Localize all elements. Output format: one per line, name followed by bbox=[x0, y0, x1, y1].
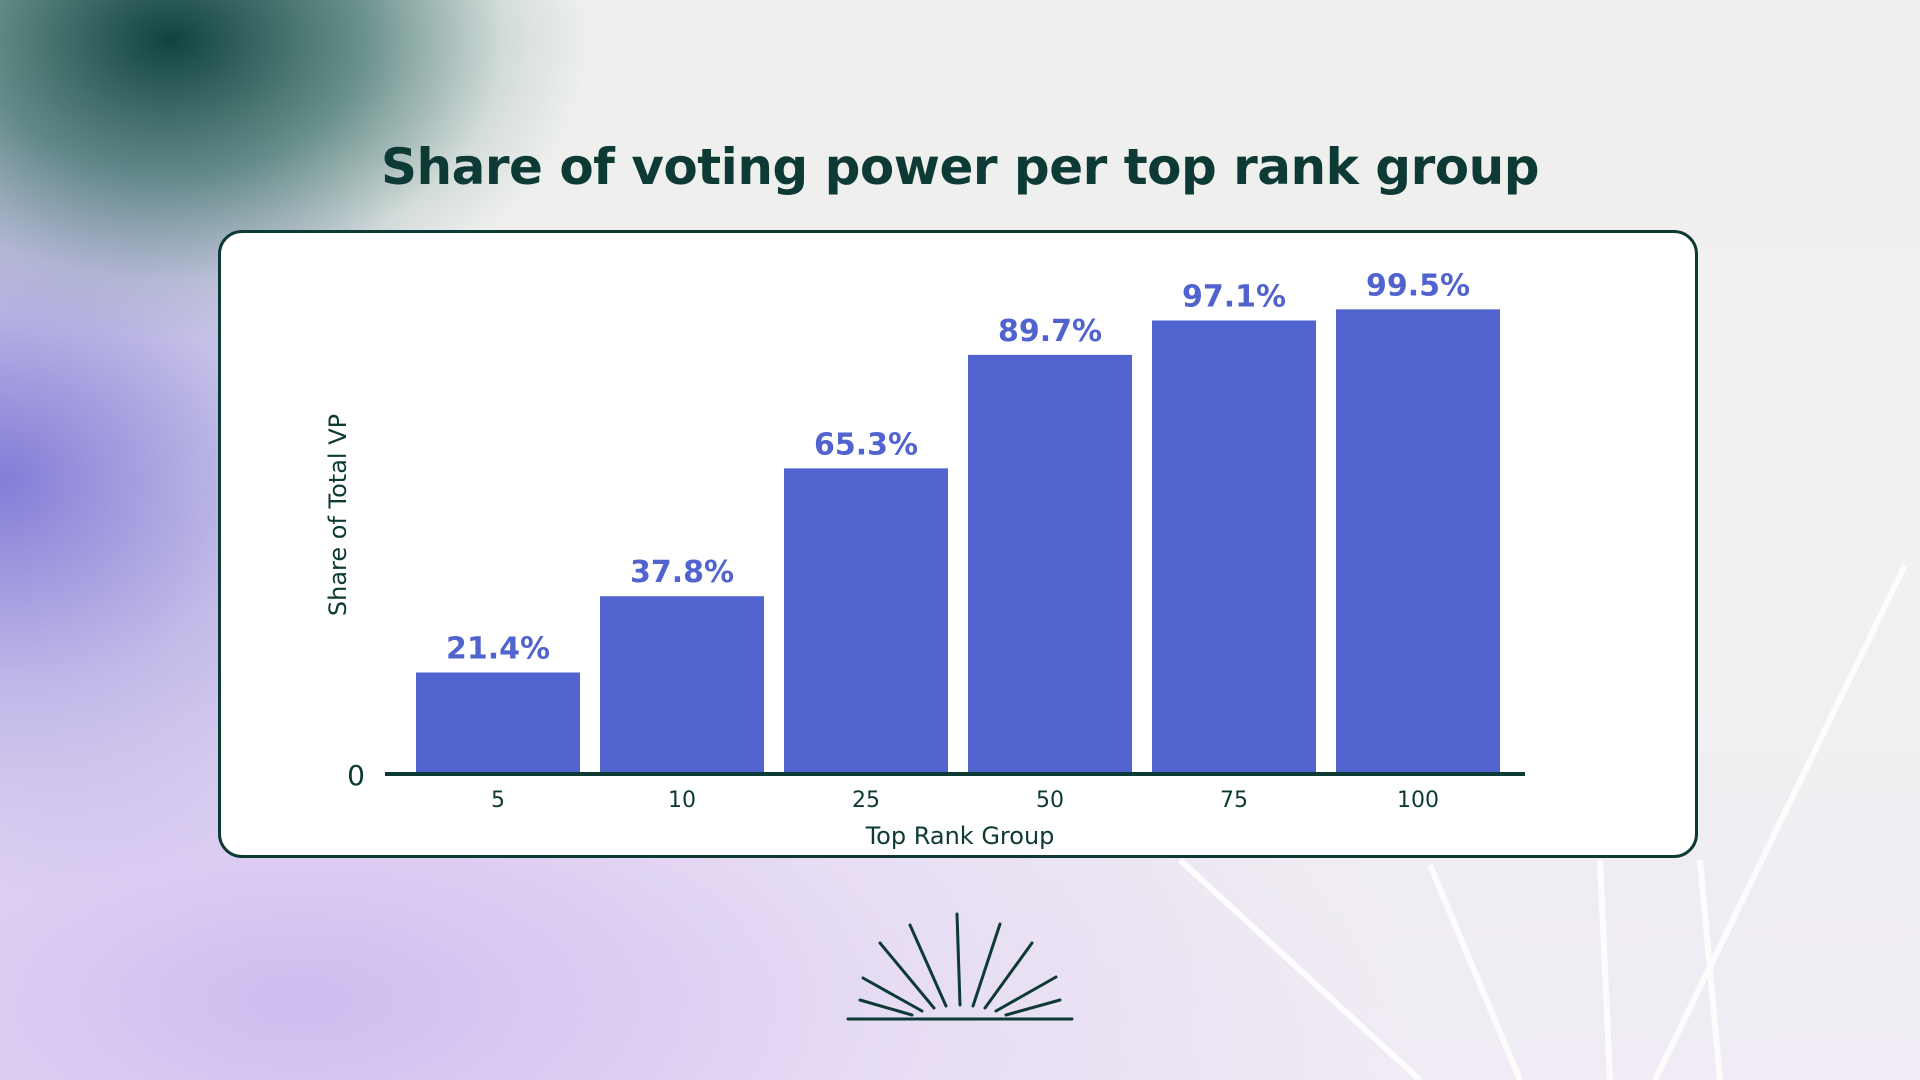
bar-10 bbox=[600, 596, 764, 772]
x-axis-label: Top Rank Group bbox=[865, 822, 1055, 850]
data-label-75: 97.1% bbox=[1182, 279, 1286, 314]
x-tick-label-10: 10 bbox=[668, 788, 696, 813]
data-label-5: 21.4% bbox=[446, 631, 550, 666]
page-title: Share of voting power per top rank group bbox=[381, 138, 1539, 196]
bar-5 bbox=[416, 672, 580, 772]
bar-25 bbox=[784, 468, 948, 772]
data-label-100: 99.5% bbox=[1366, 268, 1470, 303]
x-tick-label-75: 75 bbox=[1220, 788, 1248, 813]
y-axis-label: Share of Total VP bbox=[324, 414, 352, 616]
data-label-50: 89.7% bbox=[998, 314, 1102, 349]
bar-50 bbox=[968, 354, 1132, 772]
x-tick-label-25: 25 bbox=[852, 788, 880, 813]
data-label-25: 65.3% bbox=[814, 427, 918, 462]
y-tick-label: 0 bbox=[347, 759, 365, 792]
bars-group: 21.4% 5 37.8% 10 65.3% 25 89.7% 50 97.1% 75 99.5% 1… bbox=[416, 268, 1500, 813]
data-label-10: 37.8% bbox=[630, 555, 734, 590]
bar-75 bbox=[1152, 320, 1316, 772]
x-tick-label-5: 5 bbox=[491, 788, 505, 813]
x-tick-label-50: 50 bbox=[1036, 788, 1064, 813]
x-tick-label-100: 100 bbox=[1397, 788, 1439, 813]
bar-100 bbox=[1336, 309, 1500, 772]
